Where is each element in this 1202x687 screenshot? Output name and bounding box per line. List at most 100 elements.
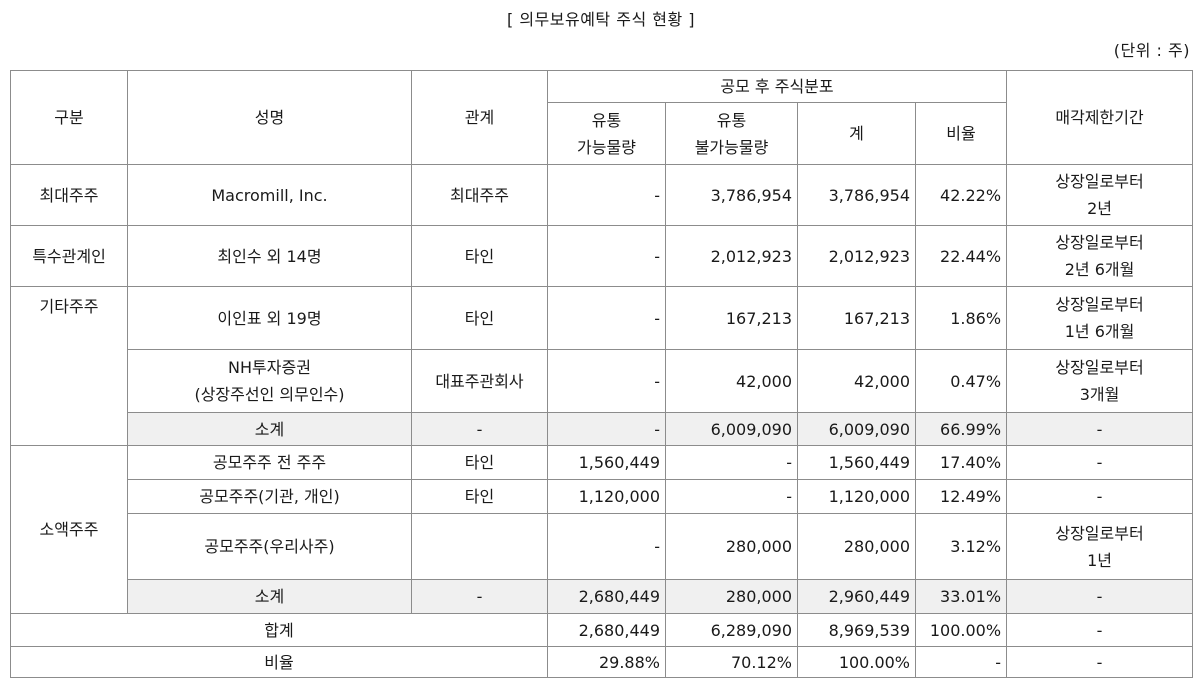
name-cell: 소계 <box>127 412 412 446</box>
lockup-cell: - <box>1006 579 1194 614</box>
name-line2: (상장주선인 의무인수) <box>194 385 345 404</box>
header-ratio: 비율 <box>914 102 1008 165</box>
relation-cell: 타인 <box>411 225 548 287</box>
header-non-tradable: 유통 불가능물량 <box>665 102 798 165</box>
lockup-line1: 상장일로부터 <box>1055 523 1144 543</box>
non-tradable-cell: 280,000 <box>665 513 798 580</box>
name-cell: 최인수 외 14명 <box>127 225 412 287</box>
ratio-cell: 17.40% <box>914 445 1008 480</box>
ratio-cell: 100.00% <box>914 613 1008 647</box>
tradable-cell: - <box>547 412 666 446</box>
relation-cell: - <box>411 412 548 446</box>
lockup-line2: 1년 6개월 <box>1064 322 1135 341</box>
ratio-cell: 0.47% <box>914 349 1008 413</box>
grand-total-row: 합계 2,680,449 6,289,090 8,969,539 100.00%… <box>10 613 1194 647</box>
non-tradable-cell: - <box>665 445 798 480</box>
table-row: 소액주주 공모주주 전 주주 타인 1,560,449 - 1,560,449 … <box>10 445 1194 614</box>
tradable-cell: 29.88% <box>547 646 666 678</box>
lockup-line2: 1년 <box>1087 550 1112 570</box>
name-line1: NH투자증권 <box>228 358 311 377</box>
header-lockup: 매각제한기간 <box>1006 70 1194 165</box>
header-category: 구분 <box>10 70 128 165</box>
category-cell: 최대주주 <box>10 164 128 226</box>
non-tradable-cell: - <box>665 479 798 514</box>
name-cell: 공모주주(기관, 개인) <box>127 479 412 514</box>
relation-cell: 타인 <box>411 479 548 514</box>
lockup-line1: 상장일로부터 <box>1055 233 1144 252</box>
header-distribution-group: 공모 후 주식분포 <box>546 70 1008 103</box>
header-relation: 관계 <box>411 70 548 165</box>
lockup-cell: - <box>1006 646 1194 678</box>
name-cell: Macromill, Inc. <box>127 164 412 226</box>
relation-cell: 타인 <box>411 445 548 480</box>
lockup-line1: 상장일로부터 <box>1055 172 1144 191</box>
category-cell: 특수관계인 <box>10 225 128 287</box>
table-row: 공모주주(기관, 개인) 타인 1,120,000 - 1,120,000 12… <box>11 479 1194 514</box>
lockup-shares-table: 구분 성명 관계 공모 후 주식분포 매각제한기간 유통 가능물량 유통 불가능… <box>10 70 1194 678</box>
ratio-cell: - <box>914 646 1008 678</box>
total-cell: 1,120,000 <box>797 479 916 514</box>
relation-cell: 대표주관회사 <box>411 349 548 413</box>
unit-note: (단위 : 주) <box>1113 41 1190 60</box>
header-non-tradable-line1: 유통 <box>716 110 747 130</box>
subtotal-row: 소계 - - 6,009,090 6,009,090 66.99% - <box>11 412 1194 446</box>
tradable-cell: 1,560,449 <box>547 445 666 480</box>
lockup-cell: - <box>1006 613 1194 647</box>
lockup-cell: - <box>1006 445 1194 480</box>
lockup-cell: 상장일로부터 1년 <box>1006 513 1194 580</box>
table-row: NH투자증권 (상장주선인 의무인수) 대표주관회사 - 42,000 42,0… <box>11 349 1194 413</box>
ratio-row-label: 비율 <box>10 646 548 678</box>
non-tradable-cell: 6,009,090 <box>665 412 798 446</box>
total-cell: 3,786,954 <box>797 164 916 226</box>
tradable-cell: - <box>547 286 666 350</box>
lockup-line1: 상장일로부터 <box>1055 295 1144 314</box>
name-cell: NH투자증권 (상장주선인 의무인수) <box>127 349 412 413</box>
name-cell: 이인표 외 19명 <box>127 286 412 350</box>
total-cell: 8,969,539 <box>797 613 916 647</box>
name-cell: 소계 <box>127 579 412 614</box>
tradable-cell: 1,120,000 <box>547 479 666 514</box>
ratio-row: 비율 29.88% 70.12% 100.00% - - <box>10 646 1194 678</box>
name-cell: 공모주주(우리사주) <box>127 513 412 580</box>
total-cell: 280,000 <box>797 513 916 580</box>
total-cell: 100.00% <box>797 646 916 678</box>
non-tradable-cell: 167,213 <box>665 286 798 350</box>
non-tradable-cell: 2,012,923 <box>665 225 798 287</box>
tradable-cell: - <box>547 225 666 287</box>
tradable-cell: - <box>547 349 666 413</box>
category-cell: 소액주주 <box>10 445 128 614</box>
ratio-cell: 1.86% <box>914 286 1008 350</box>
table-title: [ 의무보유예탁 주식 현황 ] <box>506 10 696 29</box>
ratio-cell: 33.01% <box>914 579 1008 614</box>
header-name: 성명 <box>127 70 412 165</box>
total-cell: 42,000 <box>797 349 916 413</box>
category-cell: 기타주주 <box>10 286 128 446</box>
lockup-line2: 2년 6개월 <box>1064 260 1135 279</box>
lockup-cell: - <box>1006 412 1194 446</box>
non-tradable-cell: 6,289,090 <box>665 613 798 647</box>
tradable-cell: - <box>547 513 666 580</box>
table-row: 기타주주 이인표 외 19명 타인 - 167,213 167,213 1.86… <box>10 286 1194 446</box>
header-tradable-line2: 가능물량 <box>577 137 636 157</box>
tradable-cell: - <box>547 164 666 226</box>
ratio-cell: 22.44% <box>914 225 1008 287</box>
ratio-cell: 3.12% <box>914 513 1008 580</box>
total-cell: 2,012,923 <box>797 225 916 287</box>
header-tradable: 유통 가능물량 <box>547 102 666 165</box>
header-non-tradable-line2: 불가능물량 <box>694 137 769 157</box>
lockup-cell: 상장일로부터 1년 6개월 <box>1006 286 1194 350</box>
lockup-cell: 상장일로부터 3개월 <box>1006 349 1194 413</box>
relation-cell: - <box>411 579 548 614</box>
header-row-1: 구분 성명 관계 공모 후 주식분포 매각제한기간 <box>10 70 1194 165</box>
header-row-2: 유통 가능물량 유통 불가능물량 계 비율 <box>11 102 1193 165</box>
table-row: 공모주주(우리사주) - 280,000 280,000 3.12% 상장일로부… <box>11 513 1194 580</box>
lockup-line2: 3개월 <box>1079 385 1120 404</box>
non-tradable-cell: 42,000 <box>665 349 798 413</box>
relation-cell: 최대주주 <box>411 164 548 226</box>
name-cell: 공모주주 전 주주 <box>127 445 412 480</box>
tradable-cell: 2,680,449 <box>547 579 666 614</box>
lockup-line1: 상장일로부터 <box>1055 358 1144 377</box>
lockup-cell: 상장일로부터 2년 6개월 <box>1006 225 1194 287</box>
header-total: 계 <box>797 102 916 165</box>
ratio-cell: 12.49% <box>914 479 1008 514</box>
